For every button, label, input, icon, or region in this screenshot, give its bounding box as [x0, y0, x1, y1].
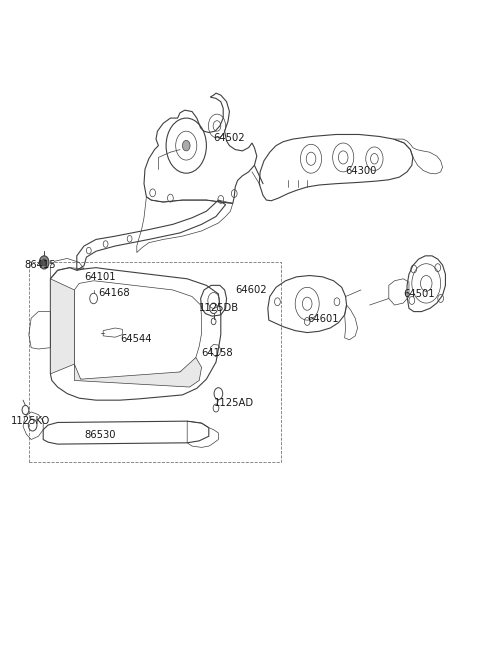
- Text: 64300: 64300: [346, 165, 377, 176]
- Text: 64158: 64158: [202, 348, 233, 358]
- Text: 1125KO: 1125KO: [11, 416, 50, 426]
- Polygon shape: [50, 279, 74, 374]
- Text: 64602: 64602: [235, 285, 267, 295]
- Circle shape: [39, 256, 49, 269]
- Text: 64544: 64544: [120, 334, 152, 344]
- Text: 86415: 86415: [24, 260, 56, 270]
- Text: 64601: 64601: [307, 314, 339, 325]
- Text: 86530: 86530: [84, 430, 116, 440]
- Circle shape: [182, 140, 190, 151]
- Text: 64168: 64168: [98, 288, 130, 298]
- Polygon shape: [74, 358, 202, 387]
- Circle shape: [42, 259, 47, 266]
- Text: 64101: 64101: [84, 272, 116, 283]
- Text: 1125DB: 1125DB: [199, 303, 240, 314]
- Text: 64501: 64501: [403, 289, 435, 299]
- Text: 1125AD: 1125AD: [214, 398, 254, 409]
- Text: 64502: 64502: [214, 133, 245, 143]
